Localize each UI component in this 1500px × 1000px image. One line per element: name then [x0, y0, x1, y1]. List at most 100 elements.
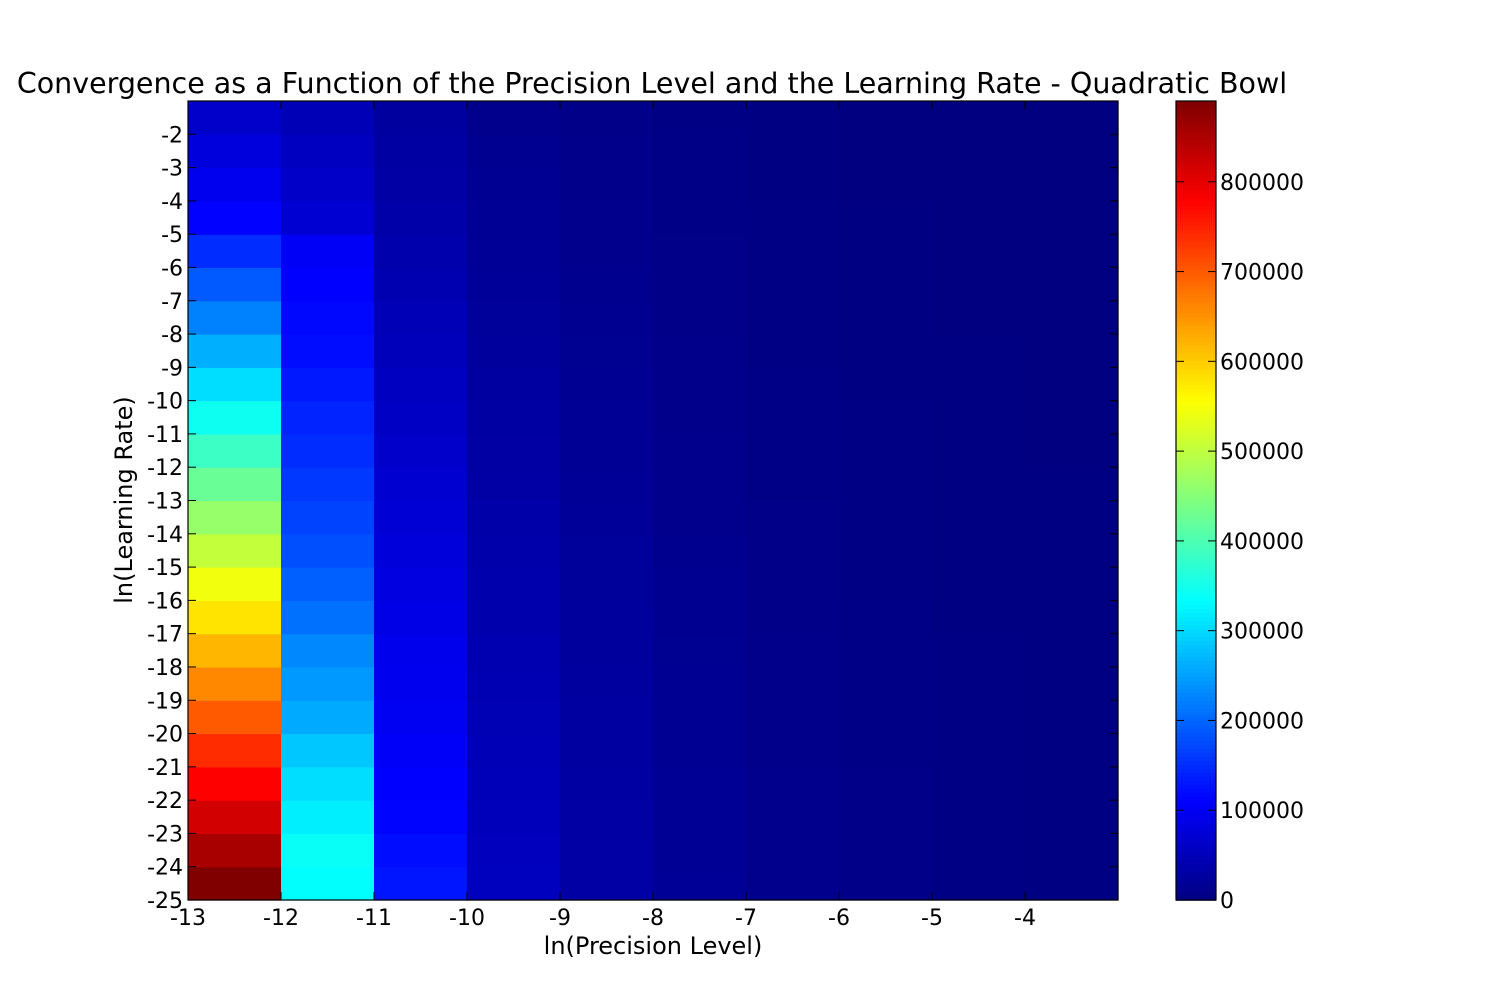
- colorbar-segment: [1176, 132, 1216, 138]
- colorbar-segment: [1176, 184, 1216, 190]
- colorbar-segment: [1176, 432, 1216, 438]
- heatmap-cell: [653, 833, 747, 868]
- heatmap-cell: [839, 334, 933, 368]
- colorbar-segment: [1176, 572, 1216, 578]
- colorbar-segment: [1176, 156, 1216, 162]
- colorbar-segment: [1176, 416, 1216, 422]
- colorbar-segment: [1176, 520, 1216, 526]
- y-tick-label: -8: [161, 323, 183, 348]
- heatmap-cell: [932, 467, 1026, 502]
- colorbar-segment: [1176, 484, 1216, 490]
- heatmap-cell: [746, 367, 840, 402]
- colorbar-segment: [1176, 540, 1216, 546]
- colorbar-segment: [1176, 140, 1216, 146]
- heatmap-cell: [281, 433, 375, 468]
- heatmap-cell: [653, 334, 747, 368]
- heatmap-cell: [839, 433, 933, 468]
- heatmap-cell: [653, 167, 747, 202]
- heatmap-cell: [746, 600, 840, 635]
- heatmap-cell: [281, 234, 375, 269]
- chart-title: Convergence as a Function of the Precisi…: [17, 67, 1287, 100]
- heatmap-cell: [746, 500, 840, 535]
- heatmap-cell: [1025, 300, 1119, 335]
- heatmap-cell: [932, 800, 1026, 835]
- colorbar-segment: [1176, 856, 1216, 861]
- heatmap-cell: [188, 666, 282, 701]
- heatmap-cell: [281, 334, 375, 368]
- colorbar-segment: [1176, 224, 1216, 230]
- colorbar-segment: [1176, 212, 1216, 218]
- colorbar-segment: [1176, 448, 1216, 454]
- heatmap-cell: [653, 234, 747, 269]
- heatmap-cell: [653, 733, 747, 768]
- heatmap-cell: [467, 733, 561, 768]
- colorbar-segment: [1176, 816, 1216, 821]
- heatmap-cell: [932, 700, 1026, 735]
- heatmap-cell: [560, 267, 654, 302]
- colorbar-segment: [1176, 256, 1216, 262]
- y-tick-label: -10: [147, 390, 183, 415]
- colorbar-segment: [1176, 144, 1216, 150]
- colorbar-segment: [1176, 692, 1216, 698]
- heatmap-cell: [746, 400, 840, 435]
- heatmap-cell: [281, 600, 375, 635]
- colorbar-segment: [1176, 888, 1216, 893]
- colorbar-segment: [1176, 348, 1216, 354]
- x-tick-label: -7: [735, 906, 757, 931]
- colorbar-segment: [1176, 568, 1216, 574]
- heatmap-cell: [374, 200, 468, 235]
- heatmap-cell: [839, 633, 933, 668]
- colorbar-segment: [1176, 488, 1216, 494]
- heatmap-cell: [746, 733, 840, 768]
- colorbar: [1176, 101, 1216, 901]
- colorbar-segment: [1176, 788, 1216, 793]
- heatmap-cell: [374, 533, 468, 568]
- heatmap-cell: [653, 866, 747, 901]
- heatmap-cell: [560, 700, 654, 735]
- heatmap-cell: [653, 200, 747, 235]
- heatmap-cell: [1025, 633, 1119, 668]
- heatmap-cell: [374, 733, 468, 768]
- heatmap-cell: [467, 134, 561, 169]
- heatmap-cell: [467, 433, 561, 468]
- heatmap-cell: [653, 567, 747, 601]
- heatmap-cell: [188, 833, 282, 868]
- heatmap-cell: [932, 533, 1026, 568]
- heatmap-cell: [467, 833, 561, 868]
- heatmap-cell: [839, 467, 933, 502]
- heatmap-cell: [374, 433, 468, 468]
- heatmap-cell: [746, 267, 840, 302]
- colorbar-segment: [1176, 372, 1216, 378]
- heatmap-cell: [188, 234, 282, 269]
- colorbar-segment: [1176, 516, 1216, 522]
- colorbar-segment: [1176, 105, 1216, 110]
- y-tick-label: -11: [147, 423, 183, 448]
- heatmap-cell: [746, 200, 840, 235]
- colorbar-segment: [1176, 636, 1216, 642]
- colorbar-segment: [1176, 896, 1216, 901]
- heatmap-cell: [560, 400, 654, 435]
- colorbar-segment: [1176, 296, 1216, 302]
- colorbar-segment: [1176, 180, 1216, 186]
- colorbar-segment: [1176, 508, 1216, 514]
- colorbar-segment: [1176, 460, 1216, 466]
- colorbar-segment: [1176, 512, 1216, 518]
- colorbar-segment: [1176, 101, 1216, 106]
- heatmap-cell: [1025, 533, 1119, 568]
- heatmap-cell: [374, 600, 468, 635]
- heatmap-cell: [374, 267, 468, 302]
- colorbar-segment: [1176, 552, 1216, 558]
- colorbar-segment: [1176, 792, 1216, 797]
- heatmap-cell: [839, 800, 933, 835]
- heatmap-cell: [1025, 766, 1119, 801]
- colorbar-segment: [1176, 492, 1216, 498]
- heatmap-cell: [467, 800, 561, 835]
- heatmap-cell: [1025, 666, 1119, 701]
- heatmap-cell: [281, 633, 375, 668]
- colorbar-segment: [1176, 384, 1216, 390]
- heatmap-cell: [1025, 134, 1119, 169]
- heatmap-cell: [653, 766, 747, 801]
- colorbar-tick-label: 800000: [1220, 171, 1304, 196]
- heatmap-cells: [188, 101, 1119, 901]
